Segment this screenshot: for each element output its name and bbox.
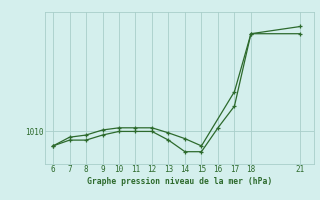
X-axis label: Graphe pression niveau de la mer (hPa): Graphe pression niveau de la mer (hPa) bbox=[87, 177, 272, 186]
